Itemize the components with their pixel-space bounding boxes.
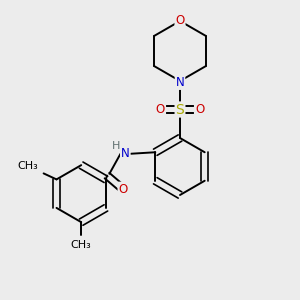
Text: S: S — [176, 103, 184, 116]
Text: N: N — [176, 76, 184, 89]
Text: CH₃: CH₃ — [71, 239, 92, 250]
Text: CH₃: CH₃ — [18, 161, 38, 171]
Text: H: H — [112, 141, 121, 151]
Text: O: O — [156, 103, 165, 116]
Text: O: O — [195, 103, 204, 116]
Text: O: O — [176, 14, 184, 28]
Text: O: O — [118, 183, 128, 196]
Text: N: N — [121, 147, 130, 160]
